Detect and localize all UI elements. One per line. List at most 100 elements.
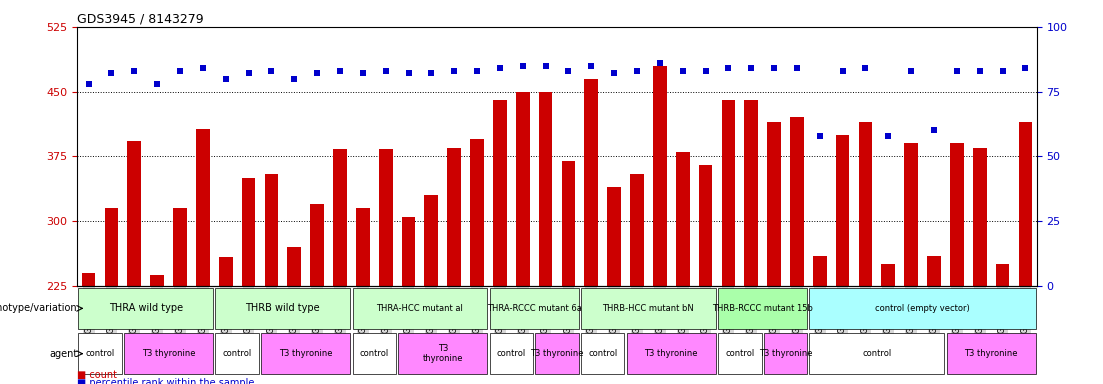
Point: [399, 70, 417, 76]
Point: [103, 70, 120, 76]
Bar: [105, 208, 118, 384]
Point: [514, 63, 532, 69]
FancyBboxPatch shape: [490, 333, 533, 374]
FancyBboxPatch shape: [718, 333, 761, 374]
Text: THRB-RCCC mutant 15b: THRB-RCCC mutant 15b: [713, 304, 813, 313]
Point: [629, 68, 646, 74]
Text: T3 thyronine: T3 thyronine: [279, 349, 332, 358]
Text: control: control: [496, 349, 526, 358]
Bar: [928, 255, 941, 384]
Bar: [82, 273, 96, 384]
Point: [263, 68, 280, 74]
FancyBboxPatch shape: [763, 333, 807, 374]
FancyBboxPatch shape: [627, 333, 716, 374]
Bar: [265, 174, 278, 384]
Bar: [333, 149, 346, 384]
Point: [582, 63, 600, 69]
Text: THRA-RCCC mutant 6a: THRA-RCCC mutant 6a: [486, 304, 581, 313]
Bar: [242, 178, 256, 384]
Bar: [516, 92, 529, 384]
Point: [765, 65, 783, 71]
FancyBboxPatch shape: [718, 288, 807, 329]
Point: [286, 76, 303, 82]
Point: [811, 132, 828, 139]
Text: T3 thyronine: T3 thyronine: [964, 349, 1018, 358]
Text: control: control: [588, 349, 618, 358]
FancyBboxPatch shape: [353, 333, 396, 374]
Text: control: control: [85, 349, 115, 358]
Point: [971, 68, 988, 74]
Point: [194, 65, 212, 71]
FancyBboxPatch shape: [535, 333, 579, 374]
Text: THRB wild type: THRB wild type: [246, 303, 320, 313]
Bar: [196, 129, 210, 384]
Point: [742, 65, 760, 71]
Point: [377, 68, 395, 74]
Bar: [996, 264, 1009, 384]
Point: [697, 68, 715, 74]
Point: [994, 68, 1011, 74]
Point: [902, 68, 920, 74]
FancyBboxPatch shape: [946, 333, 1036, 374]
Point: [239, 70, 257, 76]
Bar: [448, 148, 461, 384]
Point: [559, 68, 577, 74]
Point: [719, 65, 737, 71]
Point: [925, 127, 943, 134]
Bar: [128, 141, 141, 384]
Point: [857, 65, 875, 71]
Point: [491, 65, 508, 71]
FancyBboxPatch shape: [261, 333, 351, 374]
Bar: [768, 122, 781, 384]
FancyBboxPatch shape: [581, 288, 716, 329]
Bar: [630, 174, 644, 384]
FancyBboxPatch shape: [398, 333, 488, 374]
Text: T3 thyronine: T3 thyronine: [644, 349, 698, 358]
Point: [217, 76, 235, 82]
Bar: [836, 135, 849, 384]
Text: control (empty vector): control (empty vector): [875, 304, 970, 313]
Bar: [653, 66, 666, 384]
FancyBboxPatch shape: [490, 288, 579, 329]
Bar: [310, 204, 324, 384]
Point: [171, 68, 189, 74]
Text: control: control: [725, 349, 754, 358]
Text: ■ count: ■ count: [77, 370, 117, 380]
Point: [126, 68, 143, 74]
Point: [606, 70, 623, 76]
FancyBboxPatch shape: [353, 288, 488, 329]
Bar: [721, 100, 736, 384]
Bar: [288, 247, 301, 384]
Text: THRA wild type: THRA wild type: [109, 303, 183, 313]
Point: [331, 68, 349, 74]
Bar: [561, 161, 576, 384]
Text: control: control: [863, 349, 891, 358]
Bar: [1018, 122, 1032, 384]
FancyBboxPatch shape: [78, 288, 213, 329]
Bar: [973, 148, 986, 384]
FancyBboxPatch shape: [124, 333, 213, 374]
Point: [422, 70, 440, 76]
Point: [879, 132, 897, 139]
FancyBboxPatch shape: [810, 288, 1036, 329]
Text: T3
thyronine: T3 thyronine: [422, 344, 463, 363]
Point: [788, 65, 805, 71]
Point: [834, 68, 852, 74]
Bar: [698, 165, 713, 384]
Text: T3 thyronine: T3 thyronine: [531, 349, 583, 358]
Bar: [356, 208, 370, 384]
Bar: [470, 139, 484, 384]
FancyBboxPatch shape: [215, 333, 259, 374]
Bar: [173, 208, 186, 384]
Point: [79, 81, 97, 87]
Point: [651, 60, 668, 66]
Text: ■ percentile rank within the sample: ■ percentile rank within the sample: [77, 378, 255, 384]
Bar: [790, 118, 804, 384]
Text: agent: agent: [49, 349, 77, 359]
Bar: [425, 195, 438, 384]
Text: THRA-HCC mutant al: THRA-HCC mutant al: [376, 304, 463, 313]
Bar: [904, 143, 918, 384]
Point: [446, 68, 463, 74]
Bar: [401, 217, 416, 384]
Bar: [745, 100, 758, 384]
